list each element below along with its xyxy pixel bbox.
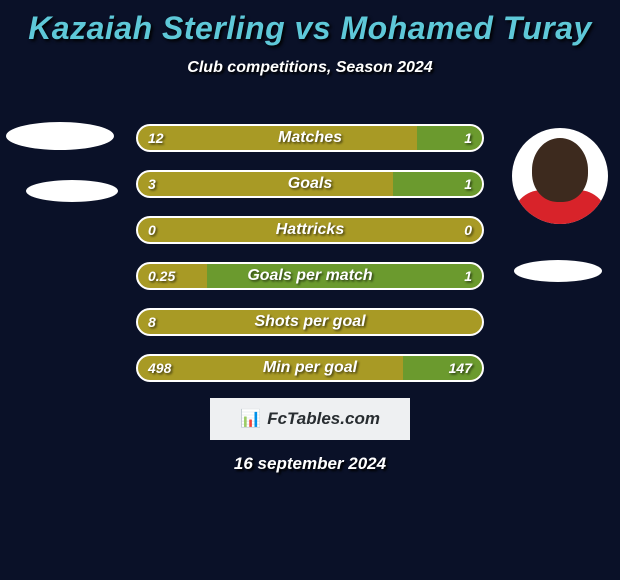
stat-value-left: 12 — [148, 126, 164, 150]
stat-bar: Min per goal498 147 — [136, 354, 484, 382]
stat-label: Shots per goal — [138, 310, 482, 334]
stat-bar: Goals per match0.25 1 — [136, 262, 484, 290]
player-right-avatar — [512, 128, 608, 224]
stat-label: Goals per match — [138, 264, 482, 288]
stat-bar: Matches12 1 — [136, 124, 484, 152]
stat-value-left: 498 — [148, 356, 171, 380]
fctables-logo: 📊 FcTables.com — [210, 398, 410, 440]
stat-value-right: 147 — [449, 356, 472, 380]
stat-value-right: 1 — [464, 264, 472, 288]
stat-value-right: 1 — [464, 172, 472, 196]
logo-text: FcTables.com — [267, 409, 380, 429]
stat-bar: Hattricks0 0 — [136, 216, 484, 244]
stat-bar: Shots per goal8 — [136, 308, 484, 336]
stat-value-left: 0.25 — [148, 264, 175, 288]
stats-bars: Matches121Goals31Hattricks00Goals per ma… — [136, 124, 484, 400]
stat-bar: Goals3 1 — [136, 170, 484, 198]
date-text: 16 september 2024 — [0, 454, 620, 474]
stat-value-right: 0 — [464, 218, 472, 242]
left-ellipse-1 — [6, 122, 114, 150]
left-ellipse-2 — [26, 180, 118, 202]
subtitle: Club competitions, Season 2024 — [0, 59, 620, 77]
stat-value-left: 8 — [148, 310, 156, 334]
stat-label: Goals — [138, 172, 482, 196]
stat-value-left: 3 — [148, 172, 156, 196]
stat-value-right: 1 — [464, 126, 472, 150]
stat-label: Hattricks — [138, 218, 482, 242]
stat-value-left: 0 — [148, 218, 156, 242]
right-ellipse-1 — [514, 260, 602, 282]
page-title: Kazaiah Sterling vs Mohamed Turay — [0, 0, 620, 47]
stats-icon: 📊 — [240, 409, 261, 429]
stat-label: Min per goal — [138, 356, 482, 380]
stat-label: Matches — [138, 126, 482, 150]
